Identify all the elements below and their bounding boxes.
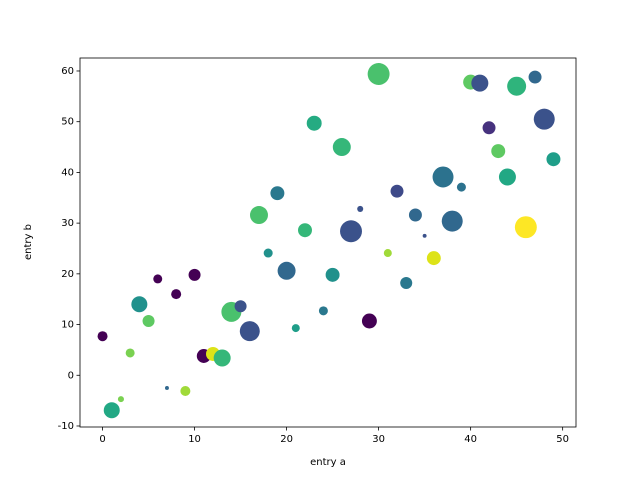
point <box>357 205 364 212</box>
point <box>117 396 124 403</box>
point <box>234 300 247 313</box>
point <box>400 276 413 289</box>
point <box>153 274 163 284</box>
point <box>291 324 300 333</box>
y-tick-label: -10 <box>58 421 74 432</box>
point <box>131 296 148 313</box>
point <box>270 186 285 201</box>
point <box>361 313 377 329</box>
y-tick-label: 60 <box>61 66 74 77</box>
point <box>507 76 527 96</box>
x-tick-label: 50 <box>556 434 569 445</box>
point <box>408 208 422 222</box>
point <box>306 115 322 131</box>
point <box>514 216 537 239</box>
point <box>383 249 392 258</box>
point <box>213 349 231 367</box>
point <box>188 268 201 281</box>
y-tick-label: 40 <box>61 167 74 178</box>
x-axis-label: entry a <box>310 457 346 468</box>
point <box>390 184 404 198</box>
point <box>277 261 296 280</box>
y-tick-label: 30 <box>61 218 74 229</box>
point <box>422 233 427 238</box>
x-tick-label: 10 <box>188 434 201 445</box>
point <box>491 144 506 159</box>
point <box>498 168 516 186</box>
point <box>533 108 555 130</box>
point <box>528 70 542 84</box>
points <box>97 63 561 419</box>
point <box>426 251 441 266</box>
point <box>340 220 362 243</box>
y-axis-label: entry b <box>23 224 34 260</box>
point <box>180 385 191 396</box>
point <box>97 331 108 342</box>
y-tick-label: 20 <box>61 269 74 280</box>
x-tick-label: 40 <box>464 434 477 445</box>
y-tick-label: 0 <box>68 370 74 381</box>
point <box>471 74 489 92</box>
point <box>164 385 169 390</box>
point <box>367 63 390 85</box>
point <box>332 138 351 157</box>
x-tick-label: 30 <box>372 434 385 445</box>
point <box>239 321 260 342</box>
point <box>298 223 312 238</box>
axes-frame <box>79 57 577 428</box>
point <box>456 182 466 192</box>
point <box>142 314 155 328</box>
point <box>482 121 496 135</box>
y-tick-label: 50 <box>61 117 74 128</box>
point <box>249 206 268 225</box>
point <box>441 210 463 232</box>
point <box>125 348 135 358</box>
point <box>103 402 120 419</box>
point <box>432 166 454 188</box>
y-tick-label: 10 <box>61 320 74 331</box>
point <box>546 152 561 167</box>
point <box>325 267 340 282</box>
x-tick-label: 0 <box>99 434 105 445</box>
point <box>171 289 182 300</box>
x-tick-label: 20 <box>280 434 293 445</box>
point <box>318 306 328 316</box>
point <box>263 248 273 258</box>
